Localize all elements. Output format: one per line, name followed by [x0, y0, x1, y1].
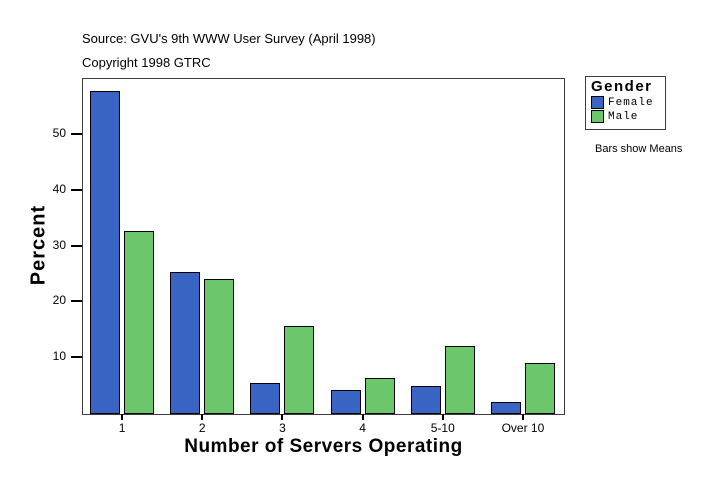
x-tick-label: Over 10 [501, 421, 545, 435]
x-tick-label: 3 [279, 421, 286, 435]
x-tick-label: 1 [118, 421, 126, 435]
source-note: Source: GVU's 9th WWW User Survey (April… [82, 31, 376, 46]
x-tick-mark [521, 414, 524, 420]
plot-area [82, 78, 565, 415]
y-tick-label: 50 [52, 125, 66, 140]
legend-note: Bars show Means [595, 143, 683, 155]
y-tick-mark [71, 244, 82, 247]
bar-male-2 [204, 279, 234, 414]
legend-item-male: Male [591, 110, 665, 123]
x-tick-label: 4 [359, 421, 366, 435]
y-tick-label: 20 [52, 293, 66, 308]
y-tick-label: 10 [52, 349, 66, 364]
y-tick-label: 40 [52, 181, 66, 196]
y-tick-mark [71, 356, 82, 359]
bar-male-4 [365, 378, 395, 414]
legend-box: Gender Female Male [585, 76, 666, 130]
bar-male-5-10 [445, 346, 475, 414]
legend-label: Male [608, 110, 639, 123]
x-tick-mark [441, 414, 444, 420]
bar-female-Over 10 [491, 402, 521, 414]
bar-female-2 [170, 272, 200, 414]
bar-female-4 [331, 390, 361, 414]
legend-items: Female Male [591, 96, 665, 123]
x-tick-mark [201, 414, 204, 420]
bar-male-1 [124, 231, 154, 414]
legend-item-female: Female [591, 96, 665, 109]
bar-female-5-10 [411, 386, 441, 414]
bar-male-Over 10 [525, 363, 555, 414]
x-tick-mark [361, 414, 364, 420]
y-tick-mark [71, 300, 82, 303]
legend-swatch-male [591, 110, 604, 123]
legend-label: Female [608, 96, 654, 109]
copyright-note: Copyright 1998 GTRC [82, 55, 211, 70]
x-tick-mark [121, 414, 124, 420]
bar-male-3 [284, 326, 314, 414]
x-axis-title: Number of Servers Operating [184, 436, 463, 457]
legend-title: Gender [591, 78, 653, 95]
bar-female-1 [90, 91, 120, 414]
y-tick-mark [71, 132, 82, 135]
x-tick-label: 5-10 [430, 421, 455, 435]
legend-swatch-female [591, 96, 604, 109]
x-tick-label: 2 [198, 421, 206, 435]
bar-female-3 [250, 383, 280, 414]
x-tick-mark [281, 414, 284, 420]
y-tick-mark [71, 188, 82, 191]
y-tick-label: 30 [52, 237, 66, 252]
